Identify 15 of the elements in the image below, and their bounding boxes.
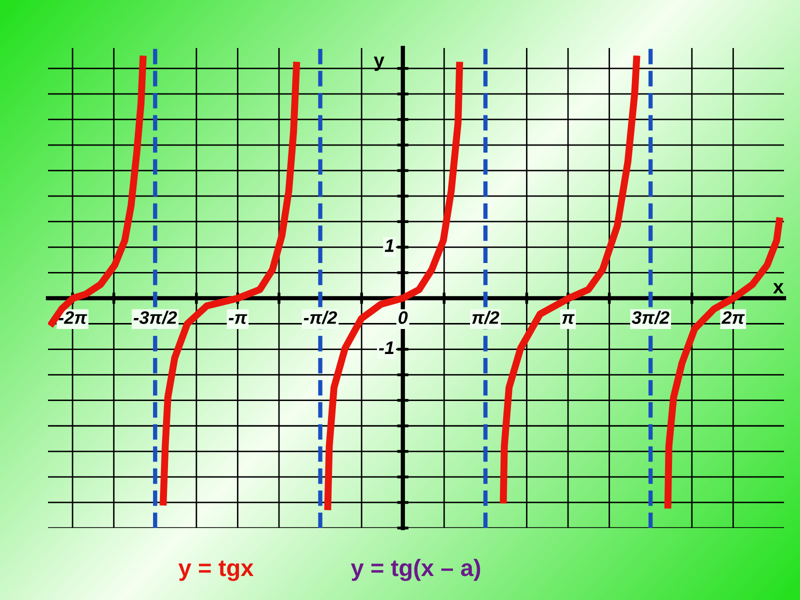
- ref-line-label: -3π/2: [134, 310, 177, 324]
- ref-line-label: -π/2: [304, 310, 338, 324]
- y-axis-title: y: [374, 56, 384, 71]
- y-tick-label: 1: [384, 239, 394, 252]
- text: y = tgx: [178, 560, 254, 582]
- x-tick-label: 2π: [721, 311, 745, 324]
- x-tick-label: π: [562, 314, 575, 324]
- x-tick-label: -π: [228, 314, 248, 324]
- y-tick-label: -1: [378, 342, 394, 354]
- ref-line-label: π/2: [472, 310, 500, 324]
- text: y = tg(x – a): [350, 558, 480, 582]
- x-tick-label: 0: [398, 311, 408, 324]
- x-axis-title: x: [773, 283, 784, 294]
- x-tick-label: -2π: [58, 311, 88, 324]
- ref-line-label: 3π/2: [632, 310, 670, 324]
